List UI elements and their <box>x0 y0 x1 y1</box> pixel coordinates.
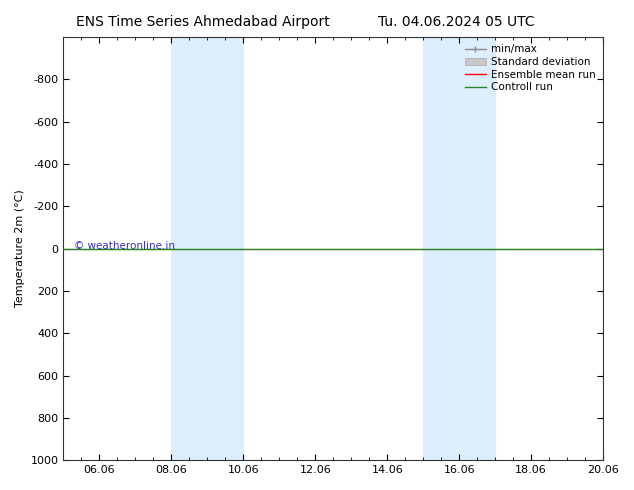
Bar <box>424 37 495 460</box>
Bar <box>171 37 243 460</box>
Text: © weatheronline.in: © weatheronline.in <box>74 242 175 251</box>
Text: ENS Time Series Ahmedabad Airport: ENS Time Series Ahmedabad Airport <box>76 15 330 29</box>
Text: Tu. 04.06.2024 05 UTC: Tu. 04.06.2024 05 UTC <box>378 15 535 29</box>
Legend: min/max, Standard deviation, Ensemble mean run, Controll run: min/max, Standard deviation, Ensemble me… <box>463 42 598 94</box>
Y-axis label: Temperature 2m (°C): Temperature 2m (°C) <box>15 190 25 307</box>
